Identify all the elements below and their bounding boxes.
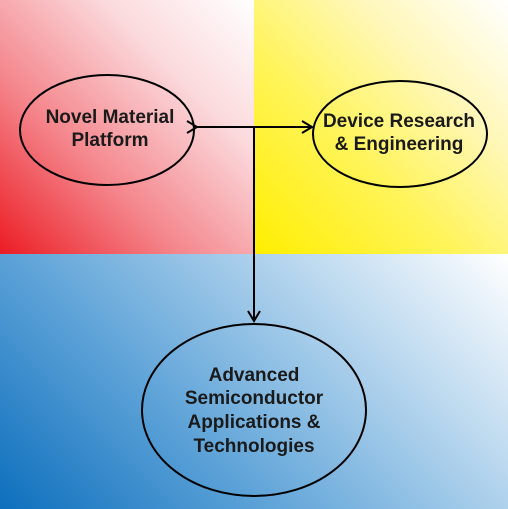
node-label-novel: Novel Material Platform	[45, 107, 175, 151]
node-label-device: Device Research & Engineering	[322, 111, 476, 155]
node-label-advanced: Advanced Semiconductor Applications & Te…	[184, 364, 324, 457]
node-ellipse-device	[312, 80, 488, 188]
node-ellipse-advanced	[141, 323, 367, 497]
